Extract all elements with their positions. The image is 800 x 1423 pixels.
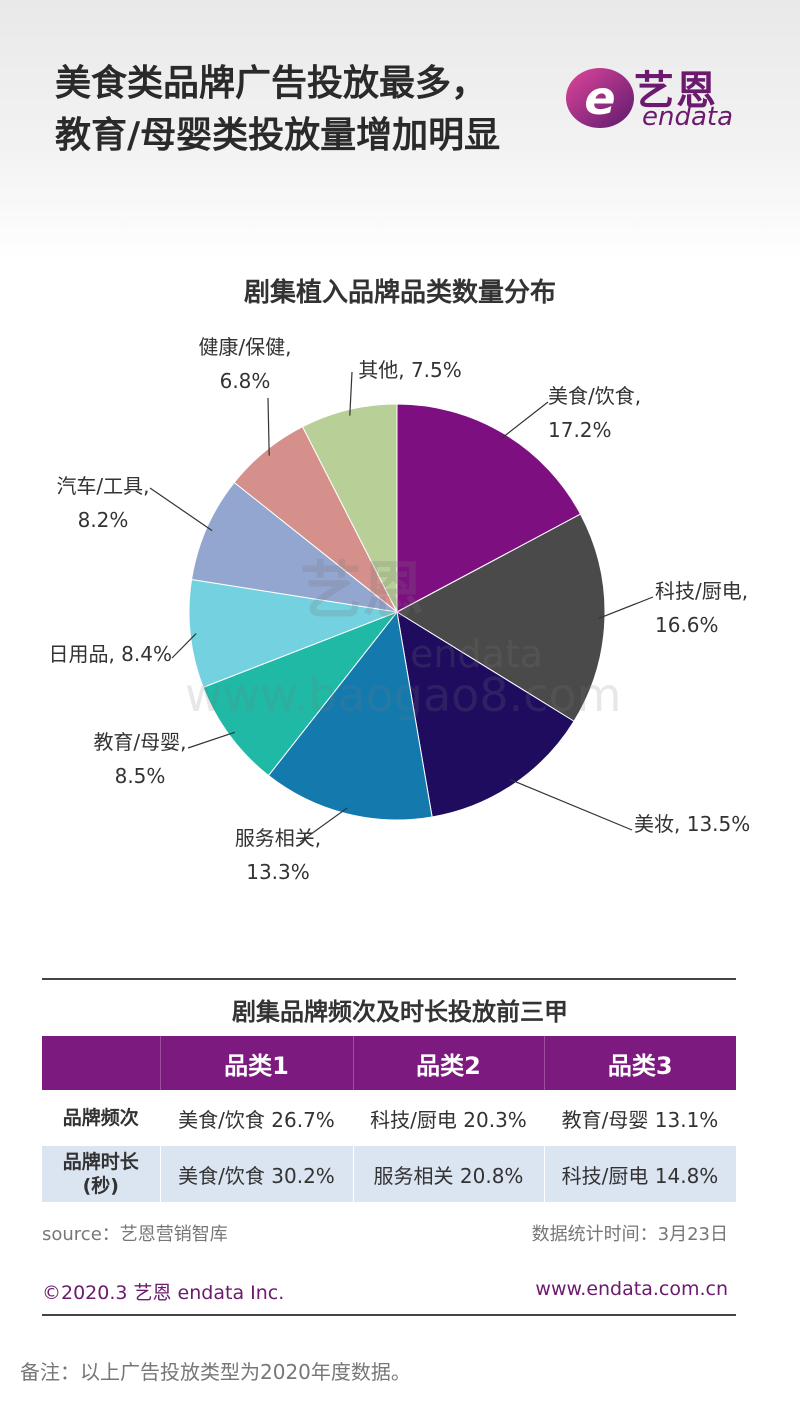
row-label-duration: 品牌时长 (秒)	[42, 1146, 161, 1202]
table-cell: 服务相关 20.8%	[353, 1146, 545, 1202]
row-label-frequency: 品牌频次	[42, 1090, 161, 1146]
copyright-text: ©2020.3 艺恩 endata Inc.	[42, 1282, 285, 1304]
pie-label: 服务相关, 13.3%	[235, 826, 321, 884]
pie-slice	[395, 513, 606, 722]
table-cell: 美食/饮食 26.7%	[160, 1090, 354, 1146]
pie-slice	[202, 610, 399, 777]
footer-rule	[42, 1314, 736, 1316]
source-text: source：艺恩营销智库	[42, 1224, 228, 1245]
pie-slice	[190, 481, 399, 613]
pie-label: 美食/饮食, 17.2%	[548, 384, 641, 442]
headline-line-2: 教育/母婴类投放量增加明显	[55, 115, 501, 156]
table-cell: 科技/厨电 14.8%	[544, 1146, 737, 1202]
pie-leader-line	[509, 778, 633, 831]
page-headline: 美食类品牌广告投放最多， 教育/母婴类投放量增加明显	[55, 58, 575, 162]
pie-label: 美妆, 13.5%	[634, 812, 750, 836]
pie-leader-line	[500, 401, 549, 440]
pie-chart: 美食/饮食, 17.2% 科技/厨电, 16.6% 美妆, 13.5% 服务相关, 13.3…	[48, 335, 750, 884]
pie-slice	[301, 403, 398, 613]
table-row-frequency: 品牌频次 美食/饮食 26.7% 科技/厨电 20.3% 教育/母婴 13.1%	[42, 1090, 737, 1146]
header-background	[0, 0, 800, 260]
pie-leader-line	[349, 371, 353, 416]
table-top-rule	[42, 978, 736, 980]
pie-leader-line	[598, 596, 654, 619]
brand-en: endata	[642, 102, 734, 132]
table-header-cat2: 品类2	[353, 1036, 545, 1090]
pie-leader-line	[149, 487, 213, 532]
pie-label: 教育/母婴, 8.5%	[93, 730, 186, 788]
stat-time-text: 数据统计时间：3月23日	[531, 1224, 728, 1245]
chart-title: 剧集植入品牌品类数量分布	[243, 278, 556, 308]
endata-logo-mark: e	[566, 68, 634, 128]
pie-label: 汽车/工具, 8.2%	[56, 474, 149, 532]
pie-slice	[396, 403, 582, 613]
pie-leader-line	[267, 397, 270, 456]
endata-logo: e 艺恩 endata	[562, 58, 752, 138]
watermark-url: www.baogao8.com	[185, 668, 622, 722]
pie-slice	[188, 578, 399, 688]
table-cell: 教育/母婴 13.1%	[544, 1090, 737, 1146]
table-row-duration: 品牌时长 (秒) 美食/饮食 30.2% 服务相关 20.8% 科技/厨电 14…	[42, 1146, 737, 1202]
pie-label: 日用品, 8.4%	[48, 642, 172, 666]
table-header-row: 品类1 品类2 品类3	[42, 1036, 736, 1090]
table-cell: 美食/饮食 30.2%	[160, 1146, 354, 1202]
pie-label: 健康/保健, 6.8%	[198, 335, 291, 393]
table-header-cat3: 品类3	[544, 1036, 736, 1090]
pie-slice	[267, 610, 433, 821]
footnote: 备注：以上广告投放类型为2020年度数据。	[20, 1360, 411, 1384]
table-header-blank	[42, 1036, 161, 1090]
table-header-cat1: 品类1	[160, 1036, 354, 1090]
watermark-cn: 艺恩	[300, 554, 425, 627]
headline-line-1: 美食类品牌广告投放最多，	[55, 63, 488, 104]
pie-leader-line	[171, 633, 197, 659]
pie-label: 科技/厨电, 16.6%	[655, 579, 748, 637]
website-link[interactable]: www.endata.com.cn	[535, 1278, 728, 1300]
pie-label: 其他, 7.5%	[358, 358, 462, 382]
pie-slice	[396, 610, 575, 818]
table-cell: 科技/厨电 20.3%	[353, 1090, 545, 1146]
top3-table: 品类1 品类2 品类3 品牌频次 美食/饮食 26.7% 科技/厨电 20.3%…	[42, 1036, 737, 1202]
watermark-en: endata	[410, 632, 544, 676]
pie-leader-line	[187, 731, 235, 749]
table-title: 剧集品牌频次及时长投放前三甲	[232, 998, 568, 1026]
pie-leader-line	[299, 807, 348, 843]
svg-text:e: e	[584, 71, 615, 125]
brand-cn: 艺恩	[634, 68, 718, 114]
